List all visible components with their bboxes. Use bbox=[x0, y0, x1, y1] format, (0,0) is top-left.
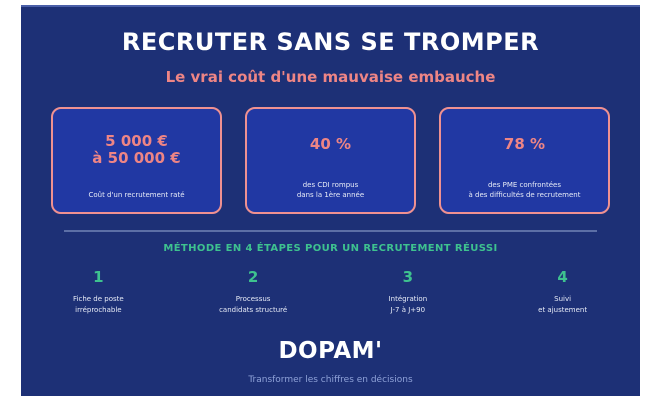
stat-label: Coût d'un recrutement raté bbox=[88, 190, 184, 200]
stat-card-pme: 78 % des PME confrontées à des difficult… bbox=[439, 107, 610, 215]
brand-tagline: Transformer les chiffres en décisions bbox=[248, 375, 413, 386]
page-subtitle: Le vrai coût d'une mauvaise embauche bbox=[165, 68, 496, 87]
brand-name: DOPAM' bbox=[278, 338, 383, 365]
step-number: 3 bbox=[402, 268, 414, 287]
steps-row: 1 Fiche de poste irréprochable 2 Process… bbox=[21, 268, 640, 315]
stat-value-line: 40 % bbox=[309, 135, 352, 154]
stat-label-line: à des difficultés de recrutement bbox=[468, 191, 581, 200]
step-label-line: Suivi bbox=[554, 295, 572, 304]
step-label: Intégration J-7 à J+90 bbox=[389, 294, 428, 315]
stat-label: des PME confrontées à des difficultés de… bbox=[469, 180, 581, 200]
step-label-line: candidats structuré bbox=[219, 305, 288, 314]
stat-label-line: des CDI rompus bbox=[302, 181, 359, 190]
stat-value: 40 % bbox=[310, 109, 351, 180]
stat-value-line: 5 000 € bbox=[105, 131, 168, 150]
section-divider bbox=[64, 230, 597, 233]
step-label: Suivi et ajustement bbox=[538, 294, 587, 315]
infographic-panel: RECRUTER SANS SE TROMPER Le vrai coût d'… bbox=[21, 5, 640, 396]
step-item-2: 2 Processus candidats structuré bbox=[176, 268, 331, 315]
stat-card-cdi: 40 % des CDI rompus dans la 1ère année bbox=[245, 107, 416, 215]
step-item-4: 4 Suivi et ajustement bbox=[485, 268, 640, 315]
stat-card-cost: 5 000 € à 50 000 € Coût d'un recrutement… bbox=[51, 107, 222, 215]
step-label: Fiche de poste irréprochable bbox=[73, 294, 124, 315]
step-label-line: Processus bbox=[235, 295, 271, 304]
step-item-3: 3 Intégration J-7 à J+90 bbox=[331, 268, 486, 315]
stat-label-line: des PME confrontées bbox=[487, 181, 561, 190]
step-number: 2 bbox=[247, 268, 259, 287]
step-label-line: J-7 à J+90 bbox=[390, 305, 426, 314]
stat-value-line: à 50 000 € bbox=[92, 148, 181, 167]
stats-row: 5 000 € à 50 000 € Coût d'un recrutement… bbox=[21, 107, 640, 215]
step-label-line: irréprochable bbox=[75, 305, 122, 314]
step-label: Processus candidats structuré bbox=[219, 294, 287, 315]
page-title: RECRUTER SANS SE TROMPER bbox=[121, 28, 540, 56]
step-label-line: Intégration bbox=[388, 295, 428, 304]
step-label-line: et ajustement bbox=[538, 305, 588, 314]
stat-label-line: Coût d'un recrutement raté bbox=[88, 191, 185, 200]
step-label-line: Fiche de poste bbox=[73, 295, 124, 304]
step-number: 4 bbox=[557, 268, 568, 287]
step-item-1: 1 Fiche de poste irréprochable bbox=[21, 268, 176, 315]
step-number: 1 bbox=[93, 268, 104, 287]
stat-value: 5 000 € à 50 000 € bbox=[92, 109, 180, 190]
stat-label: des CDI rompus dans la 1ère année bbox=[297, 180, 364, 200]
method-heading: MÉTHODE EN 4 ÉTAPES POUR UN RECRUTEMENT … bbox=[163, 243, 498, 255]
stat-value: 78 % bbox=[504, 109, 545, 180]
stat-label-line: dans la 1ère année bbox=[296, 191, 365, 200]
stat-value-line: 78 % bbox=[503, 135, 546, 154]
